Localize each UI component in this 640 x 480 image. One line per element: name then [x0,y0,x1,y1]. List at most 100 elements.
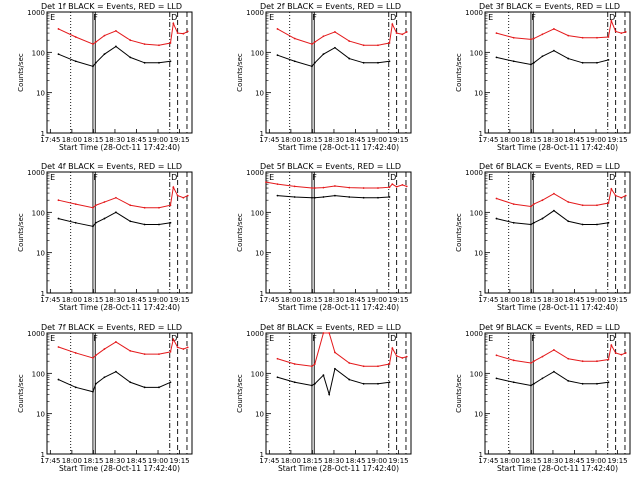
events-data-point [276,194,279,197]
x-tick-label: 17:45 [40,296,60,304]
x-tick-label: 18:45 [564,136,584,144]
lld-data-point [401,33,404,36]
events-data-point [94,382,97,385]
y-tick-label: 1 [479,290,483,298]
lld-data-point [495,354,498,357]
events-data-point [553,370,555,373]
lld-data-point [182,348,185,350]
f-marker-label: F [312,13,317,22]
lld-data-point [610,20,613,22]
x-tick-label: 18:00 [62,457,82,465]
x-tick-label: 19:00 [367,296,387,304]
plot-frame [46,11,193,134]
lld-data-point [530,205,532,208]
events-data-point [57,217,60,220]
events-data-point [541,377,544,380]
lld-data-point [115,29,117,32]
x-tick-label: 18:30 [324,296,344,304]
x-tick-label: 18:30 [324,457,344,465]
lld-data-point [624,352,627,354]
events-data-point [92,225,94,228]
events-data-point [388,196,391,198]
events-data-point [596,61,598,64]
events-data-point [334,46,336,49]
x-tick-label: 18:00 [500,457,520,465]
chart-title: Det 8f BLACK = Events, RED = LLD [260,323,401,332]
events-data-point [553,209,555,212]
lld-data-point [293,37,296,40]
x-tick-label: 18:15 [521,457,541,465]
lld-data-point [92,357,94,359]
lld-data-point [103,201,106,203]
events-data-point [541,217,544,220]
x-axis-label: Start Time (28-Oct-11 17:42:40) [278,143,399,152]
y-tick-label: 1000 [465,169,483,177]
x-tick-label: 18:00 [500,136,520,144]
lld-data-point [495,197,498,200]
f-marker-label: F [93,173,98,182]
x-tick-label: 18:15 [302,296,322,304]
lld-data-point [334,351,336,354]
x-tick-label: 18:30 [543,136,563,144]
panel-det-2: Det 2f BLACK = Events, RED = LLD 1 10 100 10… [236,2,412,152]
events-data-point [311,196,313,199]
lld-data-point [129,349,132,352]
lld-data-point [328,332,331,334]
lld-data-point [94,354,97,357]
x-tick-label: 19:00 [586,457,606,465]
lld-data-point [532,37,535,40]
events-data-point [158,386,160,389]
lld-series-line [58,337,188,359]
lld-data-point [377,187,379,189]
lld-data-point [265,181,267,184]
events-data-point [377,196,379,199]
events-series-line [58,211,171,227]
x-tick-label: 19:00 [148,457,168,465]
x-tick-label: 19:00 [586,296,606,304]
f-marker-label: F [531,13,536,22]
y-tick-label: 1 [41,130,45,138]
events-data-point [57,53,60,56]
x-tick-label: 18:00 [281,136,301,144]
events-data-point [541,55,544,58]
lld-data-point [620,196,623,199]
events-data-point [567,57,570,60]
e-marker-label: E [50,334,55,343]
x-tick-label: 18:30 [324,136,344,144]
lld-data-point [143,43,146,46]
lld-data-point [57,346,60,348]
lld-data-point [377,44,379,47]
events-data-point [334,367,336,370]
events-data-point [328,393,331,396]
lld-data-point [92,43,94,46]
events-data-point [388,381,391,384]
events-data-point [348,57,351,60]
e-marker-label: E [488,173,493,182]
events-data-point [293,60,296,63]
x-tick-label: 18:00 [500,296,520,304]
lld-data-point [313,363,316,365]
y-tick-label: 100 [251,370,264,378]
y-tick-label: 1000 [246,330,264,338]
lld-data-point [377,365,379,368]
e-marker-label: E [488,13,493,22]
y-tick-label: 100 [32,49,45,57]
lld-data-point [620,32,623,34]
lld-data-point [311,187,313,189]
lld-data-point [92,206,94,209]
y-tick-label: 10 [255,411,264,419]
lld-data-point [607,358,610,361]
x-tick-label: 18:15 [83,457,103,465]
events-data-point [334,194,336,197]
chart-title: Det 3f BLACK = Events, RED = LLD [479,2,620,11]
lld-data-point [624,31,627,33]
events-data-point [276,54,279,57]
e-marker-label: E [488,334,493,343]
lld-data-point [614,352,617,354]
f-marker-label: F [93,334,98,343]
events-data-point [293,196,296,198]
events-data-point [129,220,132,223]
lld-data-point [169,42,172,44]
events-data-point [293,381,296,384]
